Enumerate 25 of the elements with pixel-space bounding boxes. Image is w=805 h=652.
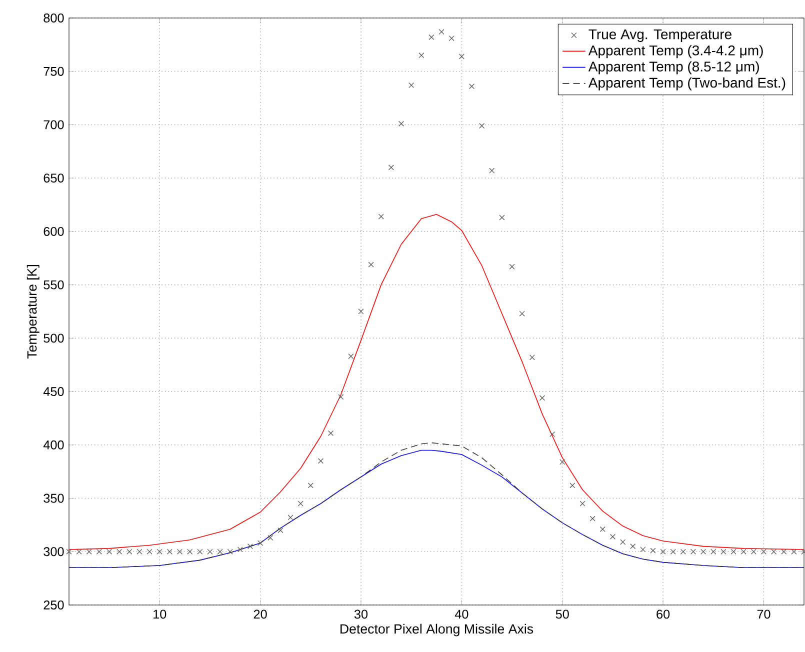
legend-label: Apparent Temp (Two-band Est.) bbox=[588, 77, 786, 90]
x-tick-label: 40 bbox=[454, 610, 468, 619]
y-tick-label: 550 bbox=[44, 280, 64, 290]
x-tick-label: 30 bbox=[354, 610, 368, 619]
x-axis-title: Detector Pixel Along Missile Axis bbox=[340, 624, 534, 636]
y-tick-label: 600 bbox=[44, 226, 64, 236]
x-tick-label: 60 bbox=[656, 610, 670, 619]
y-tick-label: 400 bbox=[43, 440, 64, 450]
legend-label: True Avg. Temperature bbox=[588, 29, 732, 42]
y-tick-label: 350 bbox=[44, 494, 64, 503]
y-tick-label: 500 bbox=[44, 334, 64, 343]
y-axis-title: Temperature [K] bbox=[26, 265, 40, 359]
legend-label: Apparent Temp (8.5-12 μm) bbox=[588, 61, 759, 74]
y-tick-label: 700 bbox=[44, 120, 64, 130]
y-tick-label: 300 bbox=[44, 547, 64, 556]
y-tick-label: 800 bbox=[44, 14, 64, 22]
x-tick-label: 20 bbox=[254, 610, 267, 619]
y-tick-label: 250 bbox=[44, 600, 64, 610]
x-tick-label: 70 bbox=[757, 610, 770, 619]
y-tick-label: 750 bbox=[44, 66, 64, 76]
y-tick-label: 650 bbox=[44, 174, 64, 183]
y-tick-label: 450 bbox=[43, 387, 64, 396]
x-tick-label: 50 bbox=[556, 610, 569, 619]
legend-label: Apparent Temp (3.4-4.2 μm) bbox=[588, 45, 763, 58]
x-tick-label: 10 bbox=[154, 610, 166, 619]
